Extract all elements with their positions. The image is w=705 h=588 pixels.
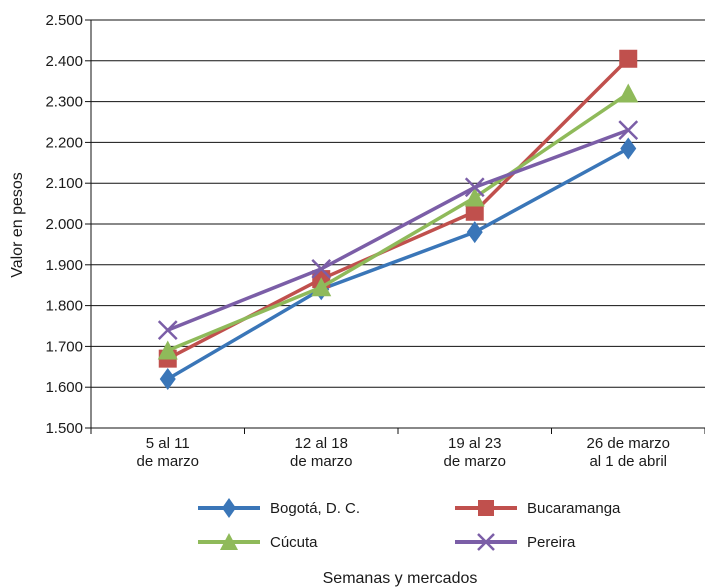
legend-marker — [222, 498, 236, 518]
legend-item: Bogotá, D. C. — [198, 498, 360, 518]
data-point — [311, 258, 332, 279]
series-group — [157, 49, 639, 391]
data-point — [620, 137, 637, 160]
legend: Bogotá, D. C. Bucaramanga Cúcuta Pereira — [198, 498, 621, 551]
x-tick-label: 5 al 11 de marzo — [136, 435, 199, 470]
series-line — [166, 146, 630, 381]
y-tick-label: 2.500 — [45, 12, 83, 29]
y-axis-title: Valor en pesos — [9, 172, 26, 278]
legend-marker — [477, 533, 495, 551]
data-point — [464, 177, 485, 198]
y-tick-label: 1.500 — [45, 420, 83, 437]
y-tick-label: 1.900 — [45, 257, 83, 274]
data-point — [159, 368, 176, 391]
data-point — [465, 202, 484, 221]
y-tick-label: 2.100 — [45, 175, 83, 192]
y-tick-label: 2.300 — [45, 94, 83, 111]
axes — [85, 19, 705, 434]
legend-item: Bucaramanga — [455, 500, 621, 517]
legend-label: Cúcuta — [270, 534, 318, 551]
data-point — [618, 120, 639, 141]
data-point — [311, 277, 332, 297]
grid-lines — [91, 19, 705, 429]
y-tick-labels: 1.500 1.600 1.700 1.800 1.900 2.000 2.100 2.200… — [45, 12, 83, 437]
legend-label: Pereira — [527, 534, 576, 551]
x-tick-labels: 5 al 11 de marzo 12 al 18 de marzo 19 al 23 d… — [136, 435, 669, 470]
y-tick-label: 2.400 — [45, 53, 83, 70]
series-line — [167, 91, 630, 353]
series-line — [166, 57, 630, 361]
y-tick-label: 1.800 — [45, 298, 83, 315]
y-tick-label: 1.700 — [45, 338, 83, 355]
y-tick-label: 2.200 — [45, 134, 83, 151]
legend-item: Pereira — [455, 533, 576, 551]
data-point — [466, 221, 483, 244]
x-tick-label: 19 al 23 de marzo — [443, 435, 506, 470]
data-point — [619, 49, 638, 68]
legend-item: Cúcuta — [198, 533, 318, 551]
y-tick-label: 1.600 — [45, 379, 83, 396]
legend-label: Bucaramanga — [527, 500, 621, 517]
legend-label: Bogotá, D. C. — [270, 500, 360, 517]
x-axis-title: Semanas y mercados — [323, 570, 478, 587]
y-tick-label: 2.000 — [45, 216, 83, 233]
data-point — [464, 187, 485, 207]
legend-marker — [478, 500, 494, 516]
x-tick-label: 26 de marzo al 1 de abril — [587, 435, 670, 470]
data-point — [618, 83, 639, 103]
data-point — [157, 320, 178, 340]
legend-marker — [220, 533, 238, 550]
x-tick-label: 12 al 18 de marzo — [290, 435, 353, 470]
series-line — [167, 128, 629, 332]
data-point — [157, 340, 178, 360]
